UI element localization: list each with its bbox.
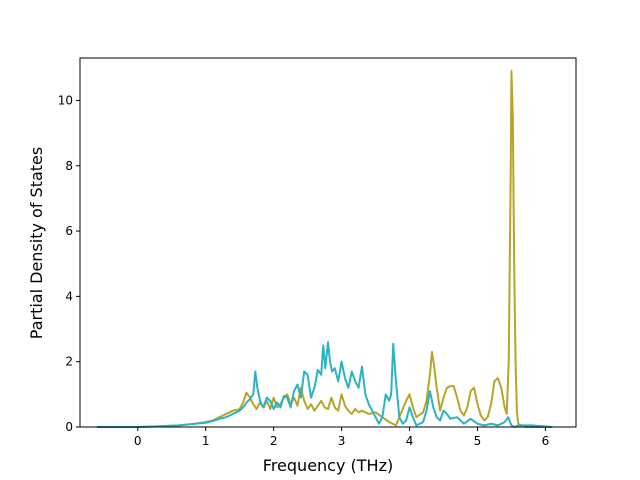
y-tick-label: 6 [65, 224, 73, 238]
x-tick-label: 6 [542, 434, 550, 448]
x-tick-label: 1 [202, 434, 210, 448]
y-axis-title: Partial Density of States [27, 147, 46, 339]
y-tick-label: 0 [65, 420, 73, 434]
x-axis-title: Frequency (THz) [263, 456, 393, 475]
x-tick-label: 2 [270, 434, 278, 448]
x-tick-label: 5 [474, 434, 482, 448]
y-tick-label: 10 [58, 93, 73, 107]
y-axis: 0 2 4 6 8 10 [58, 93, 80, 434]
series-line-2 [96, 341, 553, 428]
x-tick-label: 0 [134, 434, 142, 448]
y-tick-label: 4 [65, 289, 73, 303]
plot-frame [79, 57, 577, 428]
y-tick-label: 8 [65, 159, 73, 173]
x-tick-label: 3 [338, 434, 346, 448]
x-axis: 0 1 2 3 4 5 6 [134, 427, 549, 448]
y-tick-label: 2 [65, 355, 73, 369]
x-tick-label: 4 [406, 434, 414, 448]
series-line-1 [96, 70, 553, 428]
series-layer [96, 70, 553, 428]
